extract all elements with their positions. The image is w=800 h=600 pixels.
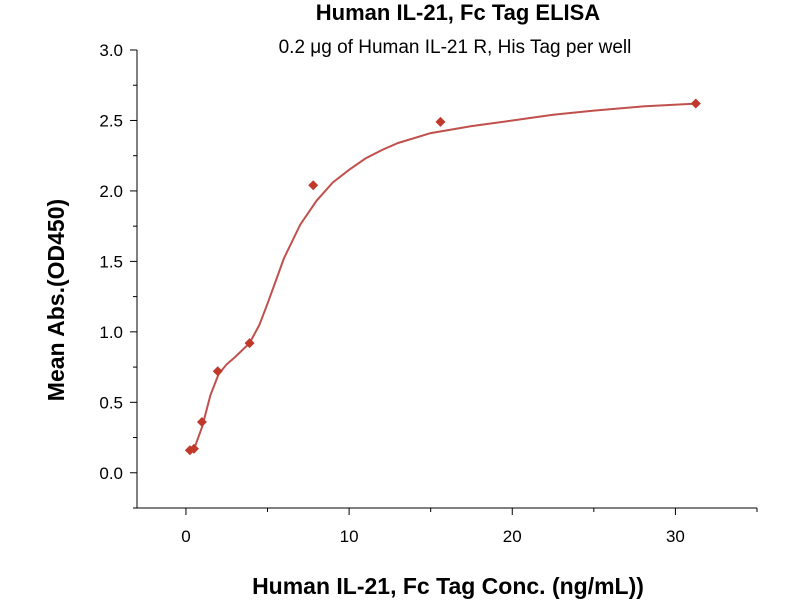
y-tick-label: 3.0 xyxy=(99,41,123,60)
data-points xyxy=(184,98,701,456)
data-point xyxy=(212,366,223,377)
axes xyxy=(136,50,757,509)
data-point xyxy=(196,417,207,428)
chart-title: Human IL-21, Fc Tag ELISA xyxy=(316,0,601,25)
data-point xyxy=(435,116,446,127)
y-axis-label: Mean Abs.(OD450) xyxy=(43,199,69,401)
fit-curve xyxy=(189,102,696,453)
data-point xyxy=(308,180,319,191)
chart-subtitle: 0.2 μg of Human IL-21 R, His Tag per wel… xyxy=(279,37,632,58)
y-tick-label: 1.5 xyxy=(99,252,123,271)
x-axis-label: Human IL-21, Fc Tag Conc. (ng/mL)) xyxy=(252,573,644,599)
data-point xyxy=(244,338,255,349)
data-point xyxy=(690,98,701,109)
y-tick-label: 2.5 xyxy=(99,111,123,130)
y-tick-label: 0.0 xyxy=(99,464,123,483)
data-point xyxy=(188,443,199,454)
x-tick-label: 0 xyxy=(181,527,190,546)
x-tick-label: 20 xyxy=(503,527,522,546)
x-tick-label: 30 xyxy=(666,527,685,546)
y-tick-label: 2.0 xyxy=(99,182,123,201)
y-tick-label: 1.0 xyxy=(99,323,123,342)
y-tick-label: 0.5 xyxy=(99,393,123,412)
x-tick-label: 10 xyxy=(340,527,359,546)
x-ticks: 0 10 20 30 xyxy=(181,508,758,546)
y-ticks: 0.0 0.5 1.0 1.5 2.0 2.5 3.0 xyxy=(99,41,137,509)
